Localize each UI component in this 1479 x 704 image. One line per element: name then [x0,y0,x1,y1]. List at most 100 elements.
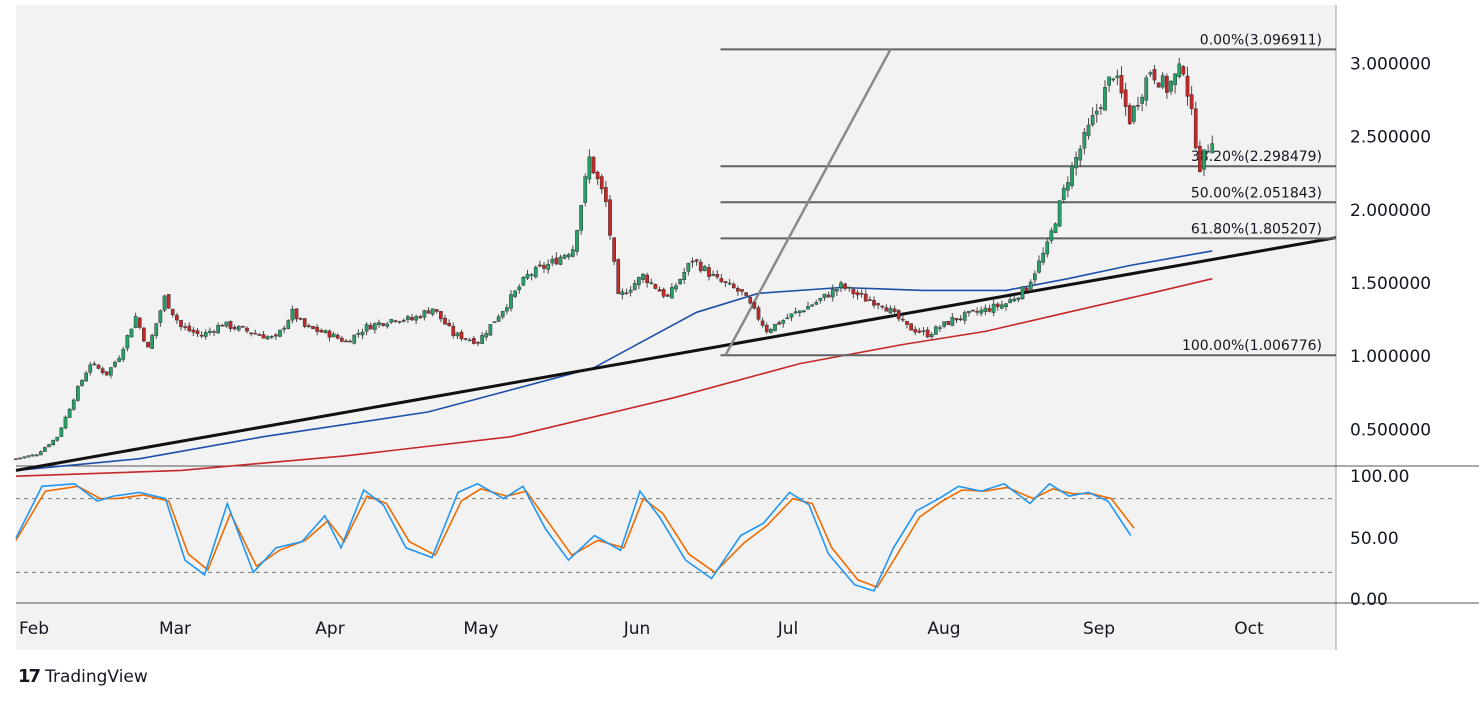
bullish-candle [789,313,794,318]
bullish-candle [216,325,220,334]
bullish-candle [1016,297,1021,300]
bearish-candle [715,273,720,278]
bullish-candle [323,330,328,333]
bearish-candle [645,274,649,284]
price-tick-label: 3.000000 [1350,55,1431,75]
bearish-candle [253,332,258,335]
bearish-candle [599,176,604,190]
bullish-candle [18,457,22,460]
bearish-candle [764,324,769,332]
bullish-candle [579,205,583,231]
bullish-candle [620,291,625,295]
bearish-candle [954,318,959,321]
bearish-candle [859,293,864,295]
bullish-candle [505,307,509,312]
bearish-candle [183,326,187,329]
bullish-candle [30,454,35,457]
bearish-candle [1123,89,1128,107]
bullish-candle [80,380,84,386]
bearish-candle [612,237,616,262]
bullish-candle [162,295,167,311]
bullish-candle [430,308,435,315]
bullish-candle [546,263,550,270]
time-tick-label: May [463,619,498,639]
bearish-candle [166,294,171,309]
bearish-candle [892,308,897,312]
bearish-candle [1185,75,1190,97]
bullish-candle [352,334,357,344]
price-tick-label: 1.500000 [1350,274,1431,294]
bearish-candle [245,327,249,332]
bullish-candle [1210,143,1215,154]
bearish-candle [434,309,439,312]
bearish-candle [542,264,546,269]
bearish-candle [241,325,245,328]
bullish-candle [521,276,526,286]
bullish-candle [814,302,819,305]
bullish-candle [670,287,674,299]
bullish-candle [414,316,418,321]
bullish-candle [1090,115,1095,125]
bullish-candle [55,436,60,441]
bearish-candle [554,257,559,265]
bullish-candle [1000,304,1004,309]
stochastic-tick-label: 100.00 [1350,467,1409,487]
bullish-candle [480,335,484,344]
bullish-candle [1115,75,1120,78]
bullish-candle [942,321,946,327]
bearish-candle [228,321,233,329]
bearish-candle [905,320,909,325]
bearish-candle [616,259,621,295]
bearish-candle [1165,76,1169,93]
bullish-candle [571,249,575,257]
bullish-candle [773,323,777,331]
bullish-candle [67,408,72,418]
bearish-candle [249,332,253,335]
bullish-candle [950,317,955,326]
bullish-candle [92,363,97,366]
bullish-candle [121,349,126,360]
bullish-candle [455,332,460,337]
bullish-candle [1008,299,1012,304]
bearish-candle [463,338,468,340]
bullish-candle [686,262,691,272]
bearish-candle [958,318,963,321]
bullish-candle [1082,132,1087,149]
bearish-candle [855,292,860,296]
bearish-candle [657,289,662,292]
bullish-candle [492,321,497,323]
bearish-candle [319,329,324,333]
bullish-candle [835,289,839,292]
time-tick-label: Jun [623,619,651,639]
bearish-candle [946,321,951,325]
bearish-candle [14,458,18,460]
bearish-candle [191,329,196,333]
bullish-candle [34,454,39,457]
bullish-candle [1004,303,1008,308]
bullish-candle [47,444,51,448]
bullish-candle [929,334,934,338]
bearish-candle [595,171,600,180]
bearish-candle [426,310,431,314]
bearish-candle [736,288,740,292]
bullish-candle [888,308,893,314]
bullish-candle [500,311,505,318]
bullish-candle [484,333,489,338]
bullish-candle [1070,165,1074,187]
bullish-candle [63,416,68,429]
bearish-candle [1024,287,1029,291]
bullish-candle [822,293,827,299]
bearish-candle [274,334,278,337]
bearish-candle [740,289,744,292]
bullish-candle [802,310,806,313]
tradingview-brand[interactable]: 17 TradingView [18,666,148,687]
bullish-candle [781,320,786,324]
bullish-candle [1074,157,1078,169]
bearish-candle [340,337,344,342]
tradingview-logo-icon: 17 [18,666,41,687]
bearish-candle [179,320,183,328]
bearish-candle [901,318,905,321]
bearish-candle [368,324,373,330]
bearish-candle [917,330,922,333]
bullish-candle [703,266,707,271]
